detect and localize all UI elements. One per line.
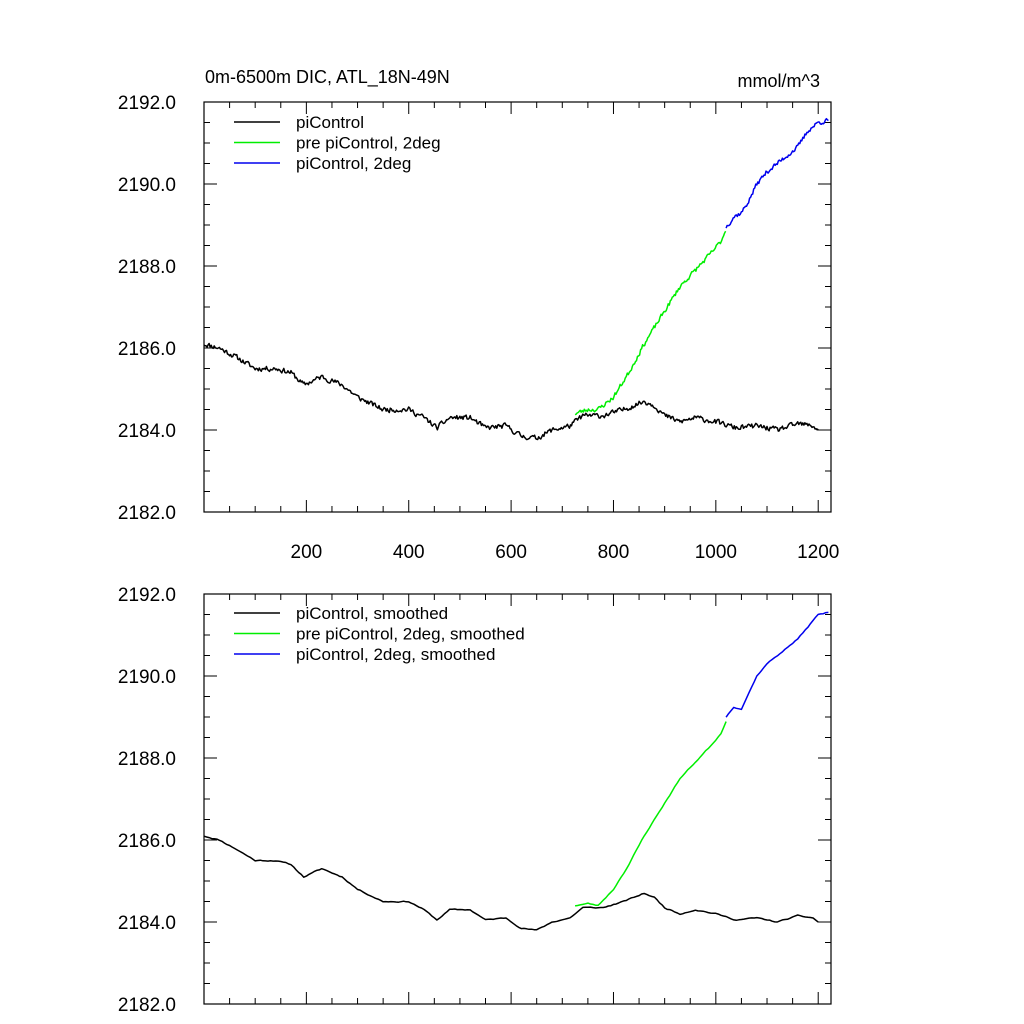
top-panel: 0m-6500m DIC, ATL_18N-49N mmol/m^3 2182.… bbox=[118, 67, 839, 563]
bottom-legend-label: pre piControl, 2deg, smoothed bbox=[296, 625, 525, 644]
top-panel-title: 0m-6500m DIC, ATL_18N-49N bbox=[205, 67, 450, 88]
bottom-panel-series-lines bbox=[203, 611, 829, 931]
top-y-tick-label: 2182.0 bbox=[118, 503, 176, 524]
bottom-y-tick-label: 2188.0 bbox=[118, 749, 176, 770]
bottom-y-tick-label: 2184.0 bbox=[118, 913, 176, 934]
bottom-series-line-picontrol-2deg-smoothed bbox=[725, 611, 829, 718]
top-y-tick-label: 2192.0 bbox=[118, 93, 176, 114]
bottom-panel-y-tick-labels: 2182.0 2184.0 2186.0 2188.0 2190.0 2192.0 bbox=[118, 585, 176, 1016]
bottom-panel-legend: piControl, smoothed pre piControl, 2deg, … bbox=[234, 604, 525, 664]
top-x-tick-label: 600 bbox=[495, 542, 527, 563]
top-series-line-pre-picontrol-2deg bbox=[574, 230, 727, 416]
top-panel-series-lines bbox=[203, 117, 829, 441]
top-y-tick-label: 2184.0 bbox=[118, 421, 176, 442]
top-x-tick-label: 1200 bbox=[797, 542, 839, 563]
bottom-y-tick-label: 2182.0 bbox=[118, 995, 176, 1016]
top-legend-label: pre piControl, 2deg bbox=[296, 134, 441, 153]
top-legend-label: piControl, 2deg bbox=[296, 154, 411, 173]
bottom-legend-label: piControl, 2deg, smoothed bbox=[296, 645, 495, 664]
bottom-y-tick-label: 2186.0 bbox=[118, 831, 176, 852]
top-x-tick-label: 400 bbox=[393, 542, 425, 563]
top-y-tick-label: 2190.0 bbox=[118, 175, 176, 196]
bottom-y-tick-label: 2190.0 bbox=[118, 667, 176, 688]
top-panel-plot-frame bbox=[203, 101, 832, 513]
bottom-legend-label: piControl, smoothed bbox=[296, 604, 448, 623]
top-series-line-picontrol bbox=[203, 342, 819, 441]
top-panel-x-tick-labels: 200 400 600 800 1000 1200 bbox=[291, 542, 840, 563]
top-x-tick-label: 800 bbox=[598, 542, 630, 563]
bottom-panel-plot-frame bbox=[203, 593, 832, 1005]
bottom-series-line-picontrol-smoothed bbox=[203, 835, 819, 931]
top-panel-units: mmol/m^3 bbox=[738, 71, 820, 91]
top-panel-y-tick-labels: 2182.0 2184.0 2186.0 2188.0 2190.0 2192.0 bbox=[118, 93, 176, 524]
bottom-y-tick-label: 2192.0 bbox=[118, 585, 176, 606]
bottom-series-line-pre-picontrol-2deg-smoothed bbox=[574, 721, 727, 907]
bottom-panel: 2182.0 2184.0 2186.0 2188.0 2190.0 2192.0 piC… bbox=[118, 585, 832, 1016]
top-legend-label: piControl bbox=[296, 113, 364, 132]
top-series-line-picontrol-2deg bbox=[725, 117, 829, 229]
top-panel-ticks bbox=[204, 101, 831, 513]
top-x-tick-label: 1000 bbox=[695, 542, 737, 563]
top-y-tick-label: 2188.0 bbox=[118, 257, 176, 278]
top-x-tick-label: 200 bbox=[291, 542, 323, 563]
top-y-tick-label: 2186.0 bbox=[118, 339, 176, 360]
